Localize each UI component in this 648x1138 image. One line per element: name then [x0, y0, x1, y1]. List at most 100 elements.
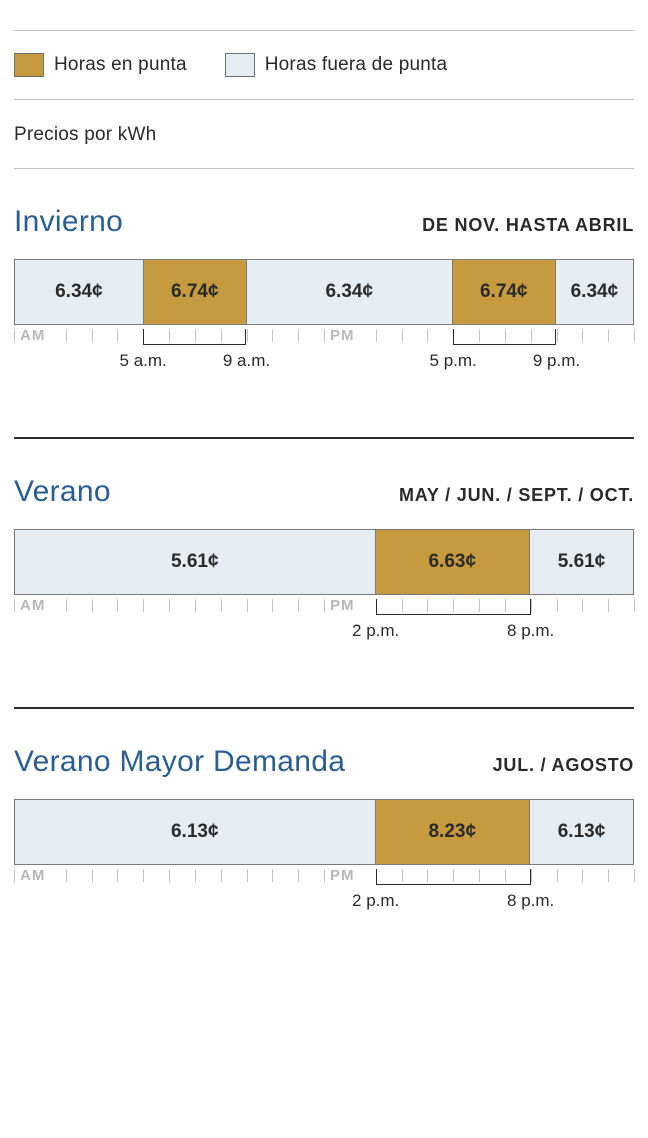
bracket-end-label: 9 p.m. [533, 351, 580, 371]
tick-row: AM PM [14, 599, 634, 615]
time-axis: AMPM 2 p.m. 8 p.m. [14, 869, 634, 933]
section-divider [14, 707, 634, 709]
season-section: Verano MAY / JUN. / SEPT. / OCT. 5.61¢ 6.63… [14, 475, 634, 663]
subhead-price-unit: Precios por kWh [14, 114, 634, 154]
tick [608, 329, 609, 342]
tick [557, 869, 558, 882]
tick [608, 869, 609, 882]
tick [92, 869, 93, 882]
tick [557, 599, 558, 612]
tick [14, 869, 15, 882]
price-bar: 5.61¢ 6.63¢ 5.61¢ [14, 529, 634, 595]
tick [582, 599, 583, 612]
rule-mid [14, 99, 634, 100]
pm-label: PM [326, 597, 359, 614]
bracket-end-label: 9 a.m. [223, 351, 270, 371]
tick [117, 329, 118, 342]
tick [634, 869, 635, 882]
time-axis: AM PM2 p.m.8 p.m. [14, 599, 634, 663]
price-bar: 6.13¢8.23¢6.13¢ [14, 799, 634, 865]
tick [117, 869, 118, 882]
segment-price: 6.34¢ [325, 281, 373, 303]
swatch-offpeak [225, 53, 255, 77]
bracket-layer: 2 p.m.8 p.m. [14, 615, 634, 661]
tick [634, 599, 635, 612]
tick [582, 329, 583, 342]
tick [92, 329, 93, 342]
tick [531, 599, 532, 612]
segment-offpeak: 5.61¢ [15, 530, 376, 594]
segment-price: 5.61¢ [558, 551, 606, 573]
time-axis: AMPM5 a.m.9 a.m.5 p.m.9 p.m. [14, 329, 634, 393]
segment-offpeak: 6.34¢ [556, 260, 633, 324]
am-label: AM [16, 597, 49, 614]
tick [272, 599, 273, 612]
peak-bracket [143, 329, 246, 345]
segment-price: 6.74¢ [171, 281, 219, 303]
tick [66, 869, 67, 882]
segment-peak: 6.74¢ [453, 260, 556, 324]
season-title: Invierno [14, 205, 123, 239]
tick [298, 869, 299, 882]
pm-label: PM [326, 327, 359, 344]
tick [169, 869, 170, 882]
bracket-layer: 5 a.m.9 a.m.5 p.m.9 p.m. [14, 345, 634, 391]
tick [376, 329, 377, 342]
tick [92, 599, 93, 612]
rule-top [14, 30, 634, 31]
tick [582, 869, 583, 882]
segment-offpeak: 6.13¢ [530, 800, 633, 864]
segment-price: 6.74¢ [480, 281, 528, 303]
tick [247, 329, 248, 342]
season-title-row: Invierno DE NOV. HASTA ABRIL [14, 205, 634, 239]
rule-bottom [14, 168, 634, 169]
tick [117, 599, 118, 612]
segment-price: 5.61¢ [171, 551, 219, 573]
bracket-start-label: 2 p.m. [352, 891, 399, 911]
tick [14, 329, 15, 342]
season-months: DE NOV. HASTA ABRIL [422, 215, 634, 236]
tick [557, 329, 558, 342]
section-divider [14, 437, 634, 439]
segment-price: 6.34¢ [55, 281, 103, 303]
bracket-start-label: 2 p.m. [352, 621, 399, 641]
swatch-peak [14, 53, 44, 77]
tick [195, 869, 196, 882]
season-title-row: Verano Mayor DemandaJUL. / AGOSTO [14, 745, 634, 779]
season-months: MAY / JUN. / SEPT. / OCT. [399, 485, 634, 506]
segment-peak: 6.63¢ [376, 530, 531, 594]
tick [247, 869, 248, 882]
tick [608, 599, 609, 612]
segment-offpeak: 6.34¢ [247, 260, 453, 324]
season-title: Verano [14, 475, 111, 509]
tick [324, 329, 325, 342]
bracket-start-label: 5 p.m. [430, 351, 477, 371]
peak-bracket [453, 329, 556, 345]
tick [66, 599, 67, 612]
segment-price: 6.34¢ [571, 281, 619, 303]
peak-bracket [376, 599, 531, 615]
segment-offpeak: 5.61¢ [530, 530, 633, 594]
tick [247, 599, 248, 612]
tick [298, 329, 299, 342]
pm-label: PM [326, 867, 359, 884]
segment-offpeak: 6.34¢ [15, 260, 144, 324]
season-title-row: Verano MAY / JUN. / SEPT. / OCT. [14, 475, 634, 509]
tick [298, 599, 299, 612]
legend-row: Horas en punta Horas fuera de punta [14, 45, 634, 85]
segment-offpeak: 6.13¢ [15, 800, 376, 864]
tick [427, 329, 428, 342]
tick [272, 329, 273, 342]
tick [324, 869, 325, 882]
season-title: Verano Mayor Demanda [14, 745, 345, 779]
legend-peak-label: Horas en punta [54, 54, 187, 76]
segment-price: 6.63¢ [428, 551, 476, 573]
tick [634, 329, 635, 342]
tick [14, 599, 15, 612]
bracket-end-label: 8 p.m. [507, 891, 554, 911]
tick [221, 869, 222, 882]
tick [402, 329, 403, 342]
bracket-layer: 2 p.m. 8 p.m. [14, 885, 634, 931]
segment-peak: 6.74¢ [144, 260, 247, 324]
tick-row: AMPM [14, 869, 634, 885]
